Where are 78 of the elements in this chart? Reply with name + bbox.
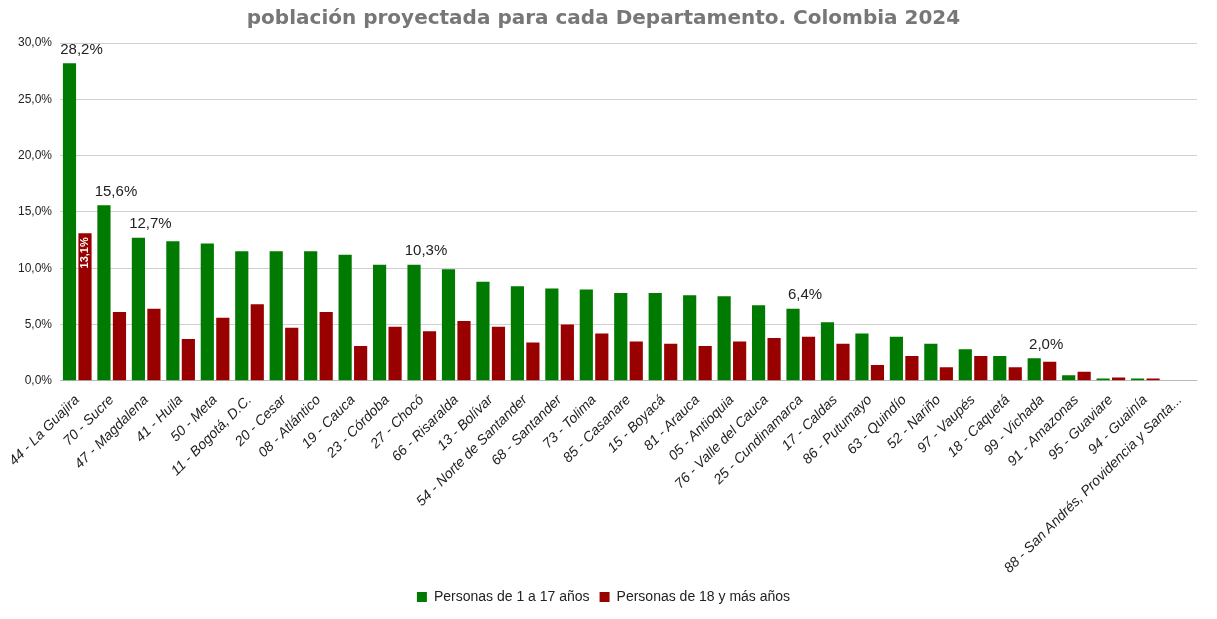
y-tick-label: 30,0% [17, 35, 53, 50]
legend-label: Personas de 18 y más años [616, 587, 791, 604]
y-tick-label: 25,0% [17, 91, 53, 106]
bar [855, 333, 869, 381]
bar [820, 322, 835, 381]
bar [319, 312, 333, 381]
bar [510, 286, 524, 381]
bar [614, 292, 628, 381]
bar [338, 254, 352, 381]
bar [974, 356, 988, 381]
bar [595, 333, 609, 381]
bar [1027, 358, 1041, 381]
data-label: 28,2% [60, 39, 103, 57]
bar [939, 367, 953, 381]
y-tick-label: 15,0% [17, 204, 53, 219]
bar [958, 349, 972, 381]
bar [733, 341, 747, 381]
bar [560, 324, 574, 381]
bar [579, 289, 593, 381]
bar [407, 264, 421, 381]
data-label: 10,3% [404, 241, 448, 259]
bar [751, 305, 766, 381]
data-label: 6,4% [787, 285, 823, 303]
bar [648, 292, 662, 381]
bar [491, 326, 506, 381]
bar [78, 233, 92, 381]
bar [373, 264, 387, 381]
bar [1077, 371, 1091, 381]
bar [545, 288, 559, 381]
bar [200, 243, 214, 381]
data-label: 15,6% [94, 181, 138, 199]
bar [683, 295, 697, 381]
y-tick-label: 5,0% [24, 316, 53, 331]
bar [147, 308, 161, 381]
bar [181, 339, 195, 381]
y-tick-label: 10,0% [17, 260, 53, 275]
bar [62, 63, 77, 381]
bar [786, 308, 800, 381]
bar [698, 345, 712, 381]
data-label: 2,0% [1029, 334, 1064, 352]
legend-label: Personas de 1 a 17 años [433, 587, 590, 604]
bar [269, 251, 283, 381]
bar [235, 251, 249, 381]
bar [870, 365, 885, 381]
bar [993, 356, 1007, 381]
bar [476, 281, 490, 381]
bar [97, 205, 111, 381]
y-tick-label: 0,0% [24, 373, 53, 388]
bar [905, 356, 919, 381]
bar [836, 343, 850, 381]
bar [285, 327, 299, 381]
bar [924, 343, 938, 381]
bar [457, 321, 471, 381]
bar [801, 336, 816, 381]
bar [388, 326, 402, 381]
bar [1008, 367, 1022, 381]
bar [422, 331, 437, 381]
bar [354, 345, 368, 381]
bar [304, 251, 318, 381]
bar [166, 241, 180, 381]
bar [1112, 377, 1126, 381]
bar [526, 342, 540, 381]
bar [629, 341, 643, 381]
bar [1062, 375, 1076, 381]
bar [250, 304, 264, 381]
bar [112, 312, 127, 381]
chart-title: población proyectada para cada Departamento. Colombia 2024 [246, 5, 961, 30]
bar [767, 338, 781, 381]
bar [216, 317, 230, 381]
bar [1043, 361, 1057, 381]
bar [441, 269, 456, 381]
data-label: 13,1% [78, 237, 91, 269]
bar [717, 296, 731, 381]
data-label: 12,7% [129, 214, 172, 232]
y-tick-label: 20,0% [17, 147, 53, 162]
bar [889, 336, 903, 381]
bar [664, 343, 678, 381]
bar [131, 237, 145, 381]
